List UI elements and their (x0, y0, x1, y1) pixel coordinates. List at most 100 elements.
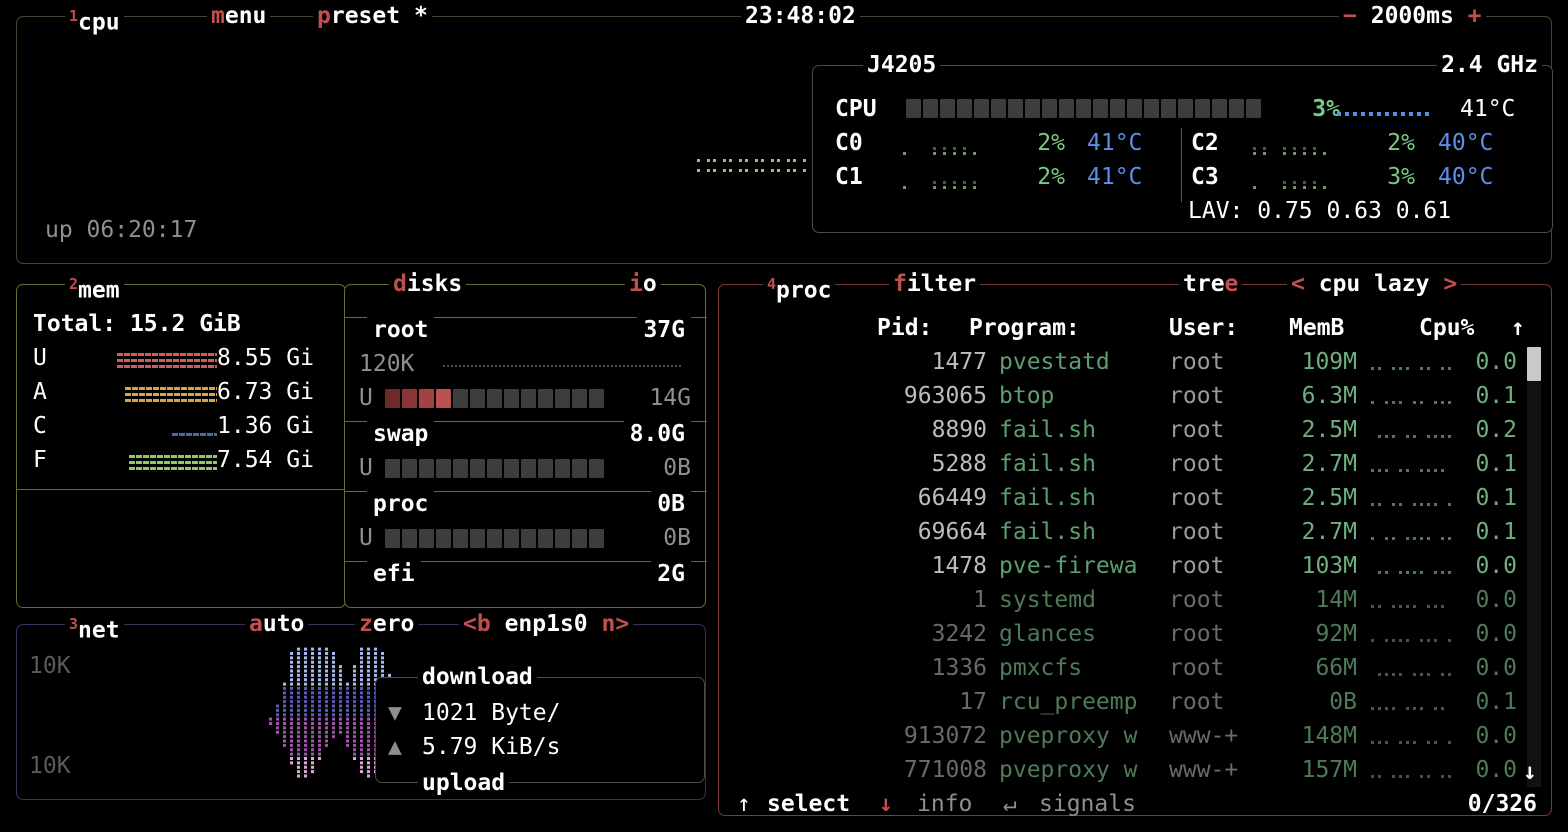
mem-box-title[interactable]: 2mem (65, 271, 124, 304)
iface-prev-button[interactable]: <b (463, 611, 491, 637)
disk-name-3: efi (367, 561, 421, 587)
cpu-total-label: CPU (835, 96, 877, 122)
filter-button[interactable]: filter (889, 271, 981, 297)
cell-mem: 148M (1301, 723, 1357, 749)
core-temp-0: 41°C (1087, 130, 1143, 156)
process-count: 0/326 (1467, 791, 1537, 817)
footer-signals-label[interactable]: signals (1039, 791, 1136, 817)
cell-mem: 2.7M (1301, 519, 1357, 545)
core-temp-1: 41°C (1087, 164, 1143, 190)
footer-select-down-icon[interactable]: ↓ (879, 791, 893, 817)
footer-enter-icon[interactable]: ↵ (1003, 791, 1017, 817)
cell-program: glances (999, 621, 1096, 647)
cpu-box-title[interactable]: 1cpu (65, 3, 124, 36)
disk-name-2: proc (367, 491, 435, 517)
sort-selector[interactable]: < cpu lazy > (1287, 271, 1462, 297)
disk-rule-0 (345, 317, 707, 318)
sort-prev-button[interactable]: < (1291, 271, 1305, 297)
core-temp-2: 40°C (1438, 130, 1494, 156)
footer-select-up-icon[interactable]: ↑ (737, 791, 751, 817)
cell-pid: 69664 (917, 519, 987, 545)
column-pid[interactable]: Pid: (877, 315, 933, 341)
mem-graph-used (117, 349, 217, 371)
footer-select-label[interactable]: select (767, 791, 851, 817)
core-label-2: C2 (1191, 130, 1219, 156)
core-percent-0: 2% (1037, 130, 1065, 156)
core-percent-2: 2% (1387, 130, 1415, 156)
upload-arrow-icon: ▲ (388, 734, 402, 760)
mem-graph-cached (117, 417, 217, 439)
timer-increase-button[interactable]: + (1467, 3, 1482, 29)
disk-used-label-1: U (359, 455, 373, 481)
core-temp-3: 40°C (1438, 164, 1494, 190)
tree-toggle[interactable]: tree (1179, 271, 1243, 297)
cell-cpu: 0.1 (1475, 485, 1517, 511)
column-program[interactable]: Program: (969, 315, 1080, 341)
disk-rule-3 (345, 561, 707, 562)
disk-size-1: 8.0G (623, 421, 691, 447)
cell-user: www-+ (1169, 723, 1239, 749)
column-mem[interactable]: MemB (1289, 315, 1345, 341)
menu-button[interactable]: menu (207, 3, 271, 29)
net-auto-button[interactable]: auto (245, 611, 309, 637)
cell-cpu: 0.0 (1475, 655, 1517, 681)
proc-scrollbar[interactable] (1527, 347, 1541, 787)
load-average-value: 0.75 0.63 0.61 (1257, 198, 1452, 224)
sort-field: cpu lazy (1318, 271, 1430, 297)
cpu-frequency-value: 2.4 GHz (1441, 52, 1538, 78)
iface-name: enp1s0 (504, 611, 588, 637)
disk-used-0: 14G (649, 385, 691, 411)
cpu-label: cpu (78, 9, 120, 36)
net-hotkey: 3 (69, 615, 79, 633)
proc-hotkey: 4 (767, 275, 777, 293)
sort-next-button[interactable]: > (1443, 271, 1458, 297)
preset-modified-star: * (413, 3, 428, 29)
cell-user: root (1169, 655, 1225, 681)
load-average: LAV: 0.75 0.63 0.61 (1188, 198, 1451, 224)
footer-info-label[interactable]: info (917, 791, 973, 817)
disk-size-0: 37G (637, 317, 691, 343)
uptime: up 06:20:17 (45, 217, 198, 243)
cell-pid: 5288 (931, 451, 987, 477)
cell-cpu: 0.2 (1475, 417, 1517, 443)
mem-row-key-1: A (33, 379, 47, 405)
timer-decrease-button[interactable]: − (1343, 3, 1357, 29)
disks-box-title[interactable]: disks (389, 271, 467, 297)
core-graph-3 (1253, 170, 1343, 190)
disk-rule-1 (345, 421, 707, 422)
cell-mem: 2.5M (1301, 417, 1357, 443)
io-rate: 120K (359, 351, 415, 377)
cell-program: btop (999, 383, 1055, 409)
disk-size-3: 2G (651, 561, 691, 587)
cell-program: pveproxy w (999, 723, 1138, 749)
mem-row-key-0: U (33, 345, 47, 371)
mem-row-key-3: F (33, 447, 47, 473)
net-interface-selector[interactable]: <b enp1s0 n> (459, 611, 634, 637)
update-timer[interactable]: − 2000ms + (1339, 3, 1486, 29)
column-cpu[interactable]: Cpu% (1419, 315, 1475, 341)
proc-box-title[interactable]: 4proc (763, 271, 836, 304)
cell-user: root (1169, 587, 1225, 613)
iface-next-button[interactable]: n> (601, 611, 630, 637)
preset-button[interactable]: preset * (313, 3, 432, 29)
cell-cpu: 0.1 (1475, 451, 1517, 477)
mem-row-value-1: 6.73 Gi (217, 379, 314, 405)
cell-pid: 3242 (931, 621, 987, 647)
disk-used-label-0: U (359, 385, 373, 411)
column-user[interactable]: User: (1169, 315, 1239, 341)
proc-scrollbar-thumb[interactable] (1527, 347, 1541, 381)
cpu-hotkey: 1 (69, 7, 79, 25)
net-zero-button[interactable]: zero (355, 611, 419, 637)
cell-cpu-graph (1371, 595, 1461, 611)
core-percent-3: 3% (1387, 164, 1415, 190)
cpu-history-graph (697, 145, 817, 185)
net-box-title[interactable]: 3net (65, 611, 124, 644)
cell-cpu: 0.1 (1475, 519, 1517, 545)
clock-value: 23:48:02 (745, 3, 856, 29)
io-toggle[interactable]: io (625, 271, 661, 297)
scroll-down-icon[interactable]: ↓ (1523, 759, 1537, 785)
sort-direction-icon[interactable]: ↑ (1511, 315, 1525, 341)
cell-program: pveproxy w (999, 757, 1138, 783)
net-speed-box: download ▼ 1021 Byte/ ▲ 5.79 KiB/s uploa… (375, 664, 705, 796)
